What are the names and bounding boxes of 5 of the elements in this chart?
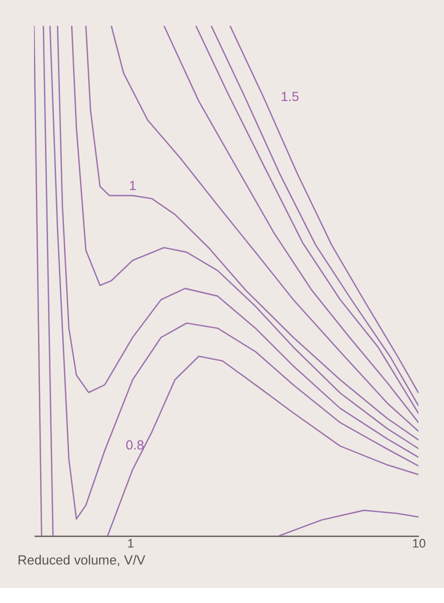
series-label: 1 — [128, 178, 136, 193]
series-label: 0.8 — [126, 438, 144, 453]
x-tick-label: 10 — [412, 536, 426, 551]
x-axis-title: Reduced volume, V/V — [17, 552, 146, 568]
series-label: 1.5 — [280, 88, 300, 104]
